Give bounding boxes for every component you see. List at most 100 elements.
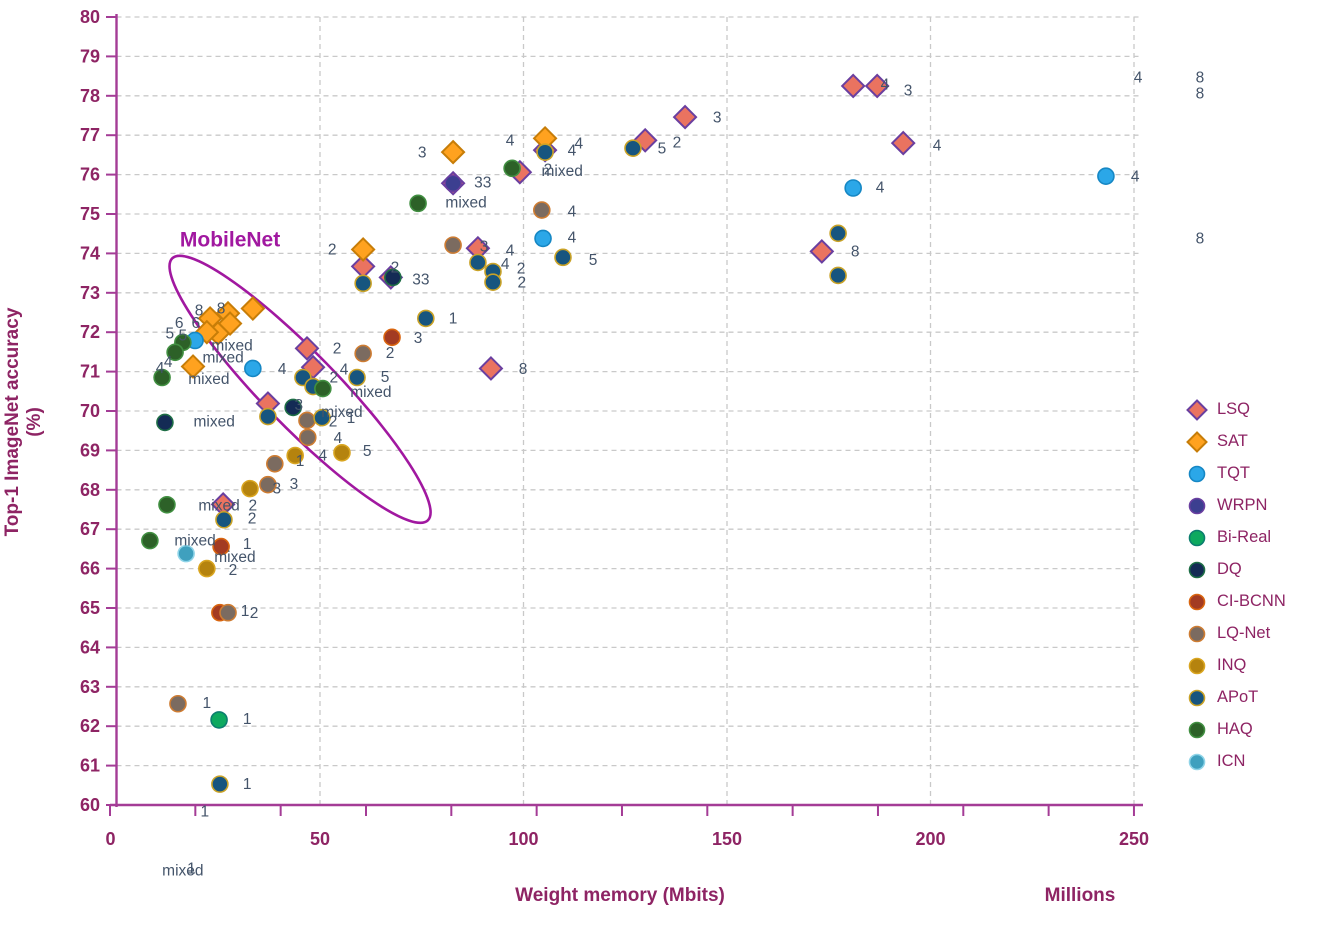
point-tqt xyxy=(244,359,262,378)
legend-label: LQ-Net xyxy=(1217,624,1271,642)
point-lq-net xyxy=(354,344,372,363)
point-lsq xyxy=(672,104,698,130)
legend-label: DQ xyxy=(1217,560,1242,578)
legend-item-apot: APoT xyxy=(1186,686,1286,709)
point-label: 4 xyxy=(568,143,577,160)
point-label: 5 xyxy=(589,252,598,269)
legend-item-icn: ICN xyxy=(1186,750,1286,773)
legend-label: APoT xyxy=(1217,688,1259,706)
y-tick-label: 71 xyxy=(80,362,100,382)
point-label: 33 xyxy=(474,175,491,192)
legend-marker-dq-icon xyxy=(1188,561,1206,578)
y-tick-label: 65 xyxy=(80,598,100,618)
point-ci-bcnn xyxy=(212,537,230,556)
point-label: 4 xyxy=(1131,169,1140,186)
point-label: 1 xyxy=(243,536,252,553)
point-lq-net xyxy=(298,411,316,430)
legend-marker-haq-icon xyxy=(1188,721,1206,738)
point-label: 2 xyxy=(333,340,342,357)
point-lsq xyxy=(294,335,320,361)
point-label: 8 xyxy=(851,244,860,261)
point-lq-net xyxy=(169,694,187,713)
legend-item-wrpn: WRPN xyxy=(1186,494,1286,517)
y-tick-label: 61 xyxy=(80,756,100,776)
point-sat xyxy=(240,296,266,321)
point-lsq xyxy=(890,130,916,156)
point-label: mixed xyxy=(162,863,203,880)
x-tick-label: 150 xyxy=(712,829,742,849)
point-label: 1 xyxy=(243,776,252,793)
point-label: 8 xyxy=(1196,69,1205,86)
point-label: 6 xyxy=(192,315,201,332)
x-tick-label: 250 xyxy=(1119,829,1149,849)
point-tqt xyxy=(1097,167,1115,185)
point-lsq xyxy=(864,73,890,99)
point-label: 2 xyxy=(386,345,395,362)
y-tick-label: 70 xyxy=(80,401,100,421)
point-apot xyxy=(313,408,331,427)
point-label: 8 xyxy=(1196,231,1205,248)
point-label: mixed xyxy=(445,195,486,212)
legend-label: Bi-Real xyxy=(1217,528,1272,546)
point-label: 4 xyxy=(506,132,515,149)
x-axis-secondary-unit-label: Millions xyxy=(1044,885,1116,906)
point-label: 5 xyxy=(179,327,188,344)
point-label: 5 xyxy=(166,325,175,342)
point-label: 3 xyxy=(290,476,299,493)
y-tick-label: 66 xyxy=(80,559,100,579)
legend-marker-apot-icon xyxy=(1188,689,1206,706)
point-apot xyxy=(624,139,642,158)
point-label: mixed xyxy=(202,350,243,367)
y-tick-label: 62 xyxy=(80,716,100,736)
point-label: 4 xyxy=(575,136,584,153)
point-label: 1 xyxy=(201,803,210,820)
legend-marker-lsq-icon xyxy=(1186,398,1208,421)
point-label: 4 xyxy=(278,361,287,378)
point-label: 2 xyxy=(328,242,337,259)
point-sat xyxy=(350,237,376,262)
point-apot xyxy=(829,266,847,285)
mobilenet-label: MobileNet xyxy=(180,229,280,252)
point-label: 1 xyxy=(347,410,356,427)
legend-item-sat: SAT xyxy=(1186,430,1286,453)
legend-label: SAT xyxy=(1217,432,1248,450)
y-tick-label: 79 xyxy=(80,46,100,66)
point-inq xyxy=(241,479,259,498)
x-tick-label: 50 xyxy=(310,829,330,849)
legend-item-tqt: TQT xyxy=(1186,462,1286,485)
point-haq xyxy=(158,495,176,514)
point-label: 3 xyxy=(480,238,489,255)
point-label: 2 xyxy=(544,162,553,179)
point-haq xyxy=(409,194,427,213)
point-sat xyxy=(440,139,466,165)
point-haq xyxy=(166,343,184,362)
point-label: 3 xyxy=(418,145,427,162)
point-label: 4 xyxy=(164,354,173,371)
legend-item-ci-bcnn: CI-BCNN xyxy=(1186,590,1286,613)
point-haq xyxy=(314,379,332,398)
point-label: 2 xyxy=(330,370,339,387)
point-label: 4 xyxy=(933,138,942,155)
point-apot xyxy=(259,407,277,426)
x-tick-label: 100 xyxy=(508,829,538,849)
point-label: 5 xyxy=(658,141,667,158)
point-label: 3 xyxy=(904,82,913,99)
point-label: 2 xyxy=(249,498,258,515)
legend-marker-inq-icon xyxy=(1188,657,1206,674)
point-apot xyxy=(484,273,502,291)
point-label: 3 xyxy=(414,330,423,347)
point-label: mixed xyxy=(198,498,239,515)
y-tick-label: 72 xyxy=(80,322,100,342)
point-label: mixed xyxy=(188,371,229,388)
legend-marker-ci-bcnn-icon xyxy=(1188,593,1206,610)
point-label: 8 xyxy=(1196,86,1205,103)
point-inq xyxy=(198,559,216,578)
point-label: 4 xyxy=(319,448,328,465)
point-haq xyxy=(141,531,159,550)
point-apot xyxy=(354,274,372,293)
y-tick-label: 77 xyxy=(80,125,100,145)
point-label: 4 xyxy=(156,360,165,377)
point-icn xyxy=(177,544,195,563)
point-sat xyxy=(180,354,206,379)
